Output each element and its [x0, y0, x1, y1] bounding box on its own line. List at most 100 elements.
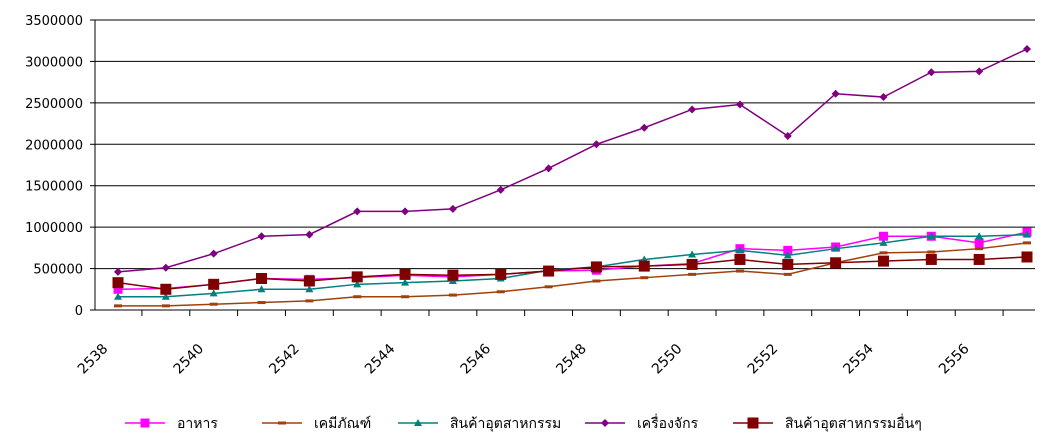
- series-4: [114, 45, 1031, 276]
- data-point: [688, 105, 697, 114]
- data-point: [305, 285, 314, 293]
- legend-marker: [140, 418, 150, 428]
- data-point: [973, 253, 985, 265]
- data-point: [927, 250, 936, 254]
- data-point: [877, 255, 889, 267]
- data-point: [974, 238, 984, 248]
- x-tick-label: 2542: [266, 341, 303, 378]
- data-point: [114, 304, 122, 308]
- y-tick-label: 1000000: [25, 221, 83, 236]
- data-point: [114, 267, 122, 276]
- data-point: [257, 301, 266, 305]
- data-point: [256, 273, 268, 285]
- y-tick-label: 2500000: [25, 97, 83, 112]
- data-point: [544, 285, 553, 289]
- data-point: [448, 293, 457, 297]
- data-point: [879, 251, 888, 255]
- data-point: [783, 272, 792, 276]
- data-point: [783, 132, 792, 140]
- series-lines: [112, 45, 1033, 308]
- legend-label: เคมีภัณฑ์: [314, 415, 371, 432]
- data-point: [688, 250, 697, 258]
- data-point: [496, 290, 505, 294]
- data-point: [1023, 241, 1031, 245]
- data-point: [592, 140, 601, 149]
- y-tick-label: 2000000: [25, 138, 83, 153]
- x-tick-label: 2554: [840, 341, 877, 378]
- data-point: [975, 247, 984, 251]
- series-line: [118, 233, 1028, 298]
- legend-entry: อาหาร: [125, 416, 218, 432]
- data-point: [782, 258, 794, 270]
- data-point: [401, 295, 410, 299]
- data-point: [401, 278, 410, 286]
- legend-label: อาหาร: [177, 416, 218, 432]
- data-point: [209, 289, 218, 297]
- data-point: [303, 275, 315, 287]
- data-point: [1023, 45, 1031, 53]
- x-tick-label: 2550: [649, 341, 686, 378]
- data-point: [638, 260, 650, 272]
- data-point: [448, 204, 457, 213]
- data-point: [305, 230, 314, 239]
- data-point: [353, 207, 362, 216]
- data-point: [878, 231, 888, 241]
- y-tick-label: 3500000: [25, 14, 83, 29]
- legend-label: สินค้าอุตสาหกรรม: [450, 416, 561, 432]
- data-point: [734, 253, 746, 265]
- data-point: [209, 302, 218, 306]
- data-point: [735, 100, 744, 109]
- data-point: [640, 276, 649, 280]
- data-point: [688, 272, 697, 276]
- data-point: [305, 299, 314, 303]
- data-point: [496, 185, 505, 194]
- data-point: [783, 251, 792, 259]
- data-point: [401, 207, 410, 216]
- data-point: [830, 257, 842, 269]
- data-point: [686, 258, 698, 270]
- data-point: [114, 292, 122, 300]
- legend: อาหาร เคมีภัณฑ์ สินค้าอุตสาหกรรม เครื่องจัก…: [125, 414, 922, 432]
- legend-marker: [747, 417, 759, 429]
- x-tick-label: 2540: [171, 341, 208, 378]
- data-point: [592, 279, 601, 283]
- series-2: [114, 241, 1031, 308]
- x-tick-label: 2548: [553, 341, 590, 378]
- legend-label: เครื่องจักร: [637, 414, 699, 432]
- legend-marker: [278, 421, 286, 425]
- series-line: [117, 256, 1028, 291]
- data-point: [735, 269, 744, 273]
- data-point: [113, 284, 123, 294]
- series-3: [114, 230, 1031, 300]
- y-tick-label: 0: [75, 304, 83, 319]
- data-point: [1021, 251, 1033, 263]
- legend-entry: เคมีภัณฑ์: [262, 415, 371, 432]
- y-tick-label: 3000000: [25, 55, 83, 70]
- data-point: [208, 278, 220, 290]
- data-point: [975, 232, 984, 240]
- axes: 0 500000 1000000 1500000 2000000 2500000 30000…: [25, 14, 1035, 377]
- data-point: [831, 244, 840, 252]
- x-tick-label: 2546: [458, 341, 495, 378]
- data-point: [257, 232, 266, 241]
- x-tick-label: 2544: [362, 341, 399, 378]
- data-point: [161, 304, 170, 308]
- series-line: [118, 242, 1028, 307]
- series-5: [112, 251, 1033, 295]
- data-point: [209, 249, 218, 258]
- data-point: [975, 67, 984, 76]
- y-tick-label: 1500000: [25, 180, 83, 195]
- data-point: [161, 292, 170, 300]
- legend-marker: [601, 419, 609, 427]
- data-point: [1023, 230, 1031, 238]
- data-point: [353, 295, 362, 299]
- legend-entry: สินค้าอุตสาหกรรม: [398, 416, 561, 432]
- data-point: [353, 280, 362, 288]
- data-point: [495, 268, 507, 280]
- x-tick-label: 2552: [745, 341, 782, 378]
- data-point: [161, 263, 170, 272]
- y-tick-label: 500000: [33, 263, 83, 278]
- data-point: [112, 277, 124, 289]
- gridlines: [95, 19, 1035, 270]
